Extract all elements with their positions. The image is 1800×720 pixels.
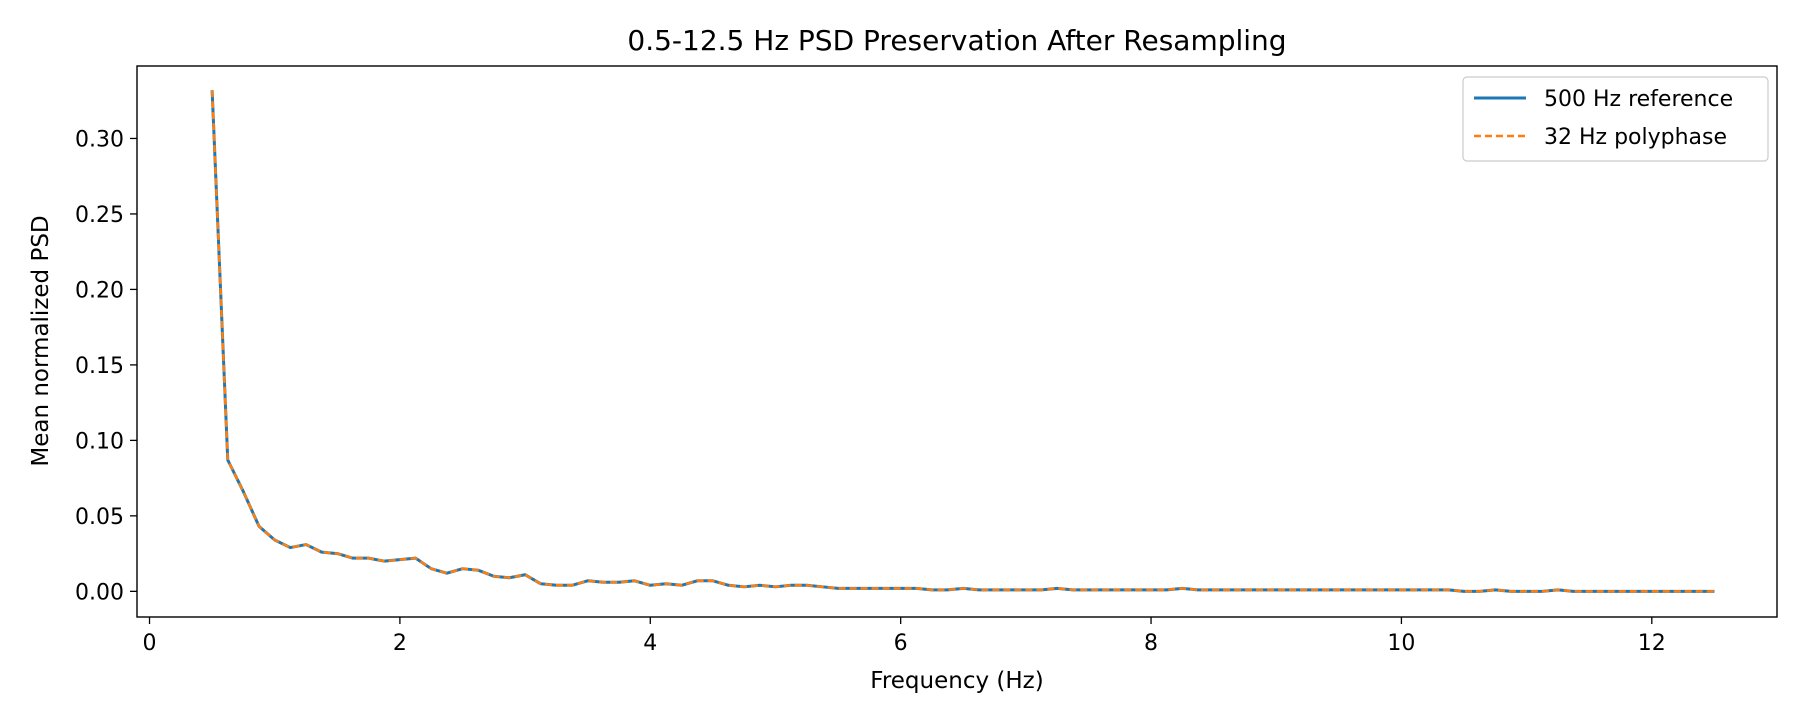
legend: 500 Hz reference 32 Hz polyphase bbox=[1462, 76, 1769, 162]
plot-area bbox=[136, 65, 1778, 618]
chart-title: 0.5-12.5 Hz PSD Preservation After Resam… bbox=[627, 24, 1286, 57]
x-tick-label: 8 bbox=[1144, 631, 1158, 656]
x-axis: 0 2 4 6 8 10 12 bbox=[143, 617, 1666, 656]
y-tick-label: 0.15 bbox=[75, 354, 124, 379]
x-tick-label: 12 bbox=[1638, 631, 1666, 656]
y-tick-label: 0.10 bbox=[75, 429, 124, 454]
series-line-500hz-reference bbox=[210, 90, 1715, 593]
legend-label-32hz: 32 Hz polyphase bbox=[1544, 125, 1727, 150]
x-tick-label: 4 bbox=[643, 631, 657, 656]
y-tick-label: 0.25 bbox=[75, 203, 124, 228]
x-tick-label: 10 bbox=[1387, 631, 1415, 656]
y-tick-label: 0.30 bbox=[75, 127, 124, 152]
y-tick-label: 0.20 bbox=[75, 278, 124, 303]
y-axis: 0.00 0.05 0.10 0.15 0.20 0.25 0.30 bbox=[75, 127, 137, 605]
legend-label-500hz: 500 Hz reference bbox=[1544, 87, 1733, 112]
y-tick-label: 0.05 bbox=[75, 505, 124, 530]
x-tick-label: 6 bbox=[894, 631, 908, 656]
y-tick-label: 0.00 bbox=[75, 580, 124, 605]
x-tick-label: 0 bbox=[143, 631, 157, 656]
x-tick-label: 2 bbox=[393, 631, 407, 656]
series-line-32hz-polyphase bbox=[210, 90, 1715, 593]
series-layer bbox=[210, 90, 1715, 593]
legend-frame bbox=[1462, 76, 1769, 162]
y-axis-label: Mean normalized PSD bbox=[28, 215, 54, 466]
plot-frame bbox=[136, 65, 1778, 618]
x-axis-label: Frequency (Hz) bbox=[870, 668, 1043, 694]
